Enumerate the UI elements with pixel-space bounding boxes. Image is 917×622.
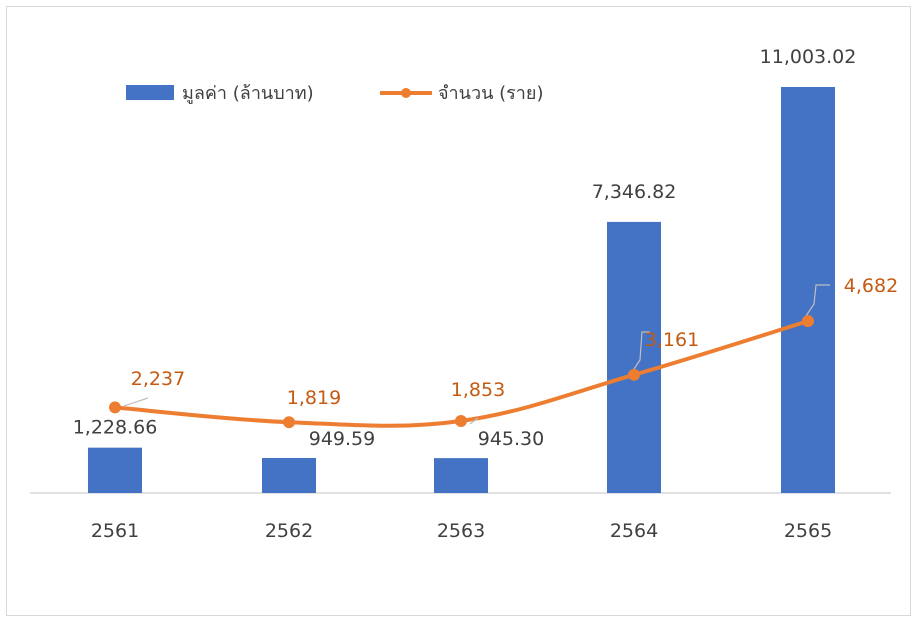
label-leader-line [123, 397, 149, 407]
chart-frame [6, 6, 911, 616]
legend: มูลค่า (ล้านบาท) จำนวน (ราย) [126, 83, 543, 104]
line-value-label-2565: 4,682 [844, 275, 898, 297]
bar-value-label-2561: 1,228.66 [73, 417, 158, 439]
legend-swatch-marker [401, 88, 411, 98]
line-marker-2564 [628, 368, 640, 381]
line-value-label-2563: 1,853 [451, 379, 505, 401]
legend-label-bar: มูลค่า (ล้านบาท) [182, 83, 314, 104]
label-leader-line [469, 417, 479, 425]
line-marker-2562 [283, 416, 295, 429]
label-leader-line [631, 331, 650, 373]
bar-2564 [607, 221, 661, 493]
x-tick-label-2562: 2562 [265, 520, 313, 542]
bar-value-label-2564: 7,346.82 [592, 181, 677, 203]
bar-2561 [88, 447, 142, 493]
bar-2565 [781, 87, 835, 493]
bar-value-label-2563: 945.30 [478, 428, 544, 450]
legend-swatch-bar [126, 85, 174, 100]
bar-value-label-2565: 11,003.02 [760, 46, 857, 68]
bar-2563 [434, 458, 488, 493]
label-leader-line [805, 284, 830, 317]
line-marker-2561 [109, 401, 121, 414]
x-tick-labels: 2561 2562 2563 2564 2565 [91, 520, 832, 542]
x-tick-label-2565: 2565 [784, 520, 832, 542]
x-tick-label-2563: 2563 [437, 520, 485, 542]
line-series: 2,237 1,819 1,853 3,161 4,682 [109, 275, 898, 429]
x-tick-label-2564: 2564 [610, 520, 658, 542]
bar-2562 [262, 457, 316, 493]
legend-label-line: จำนวน (ราย) [438, 83, 543, 104]
line-marker-2565 [802, 315, 814, 328]
bar-value-label-2562: 949.59 [309, 428, 375, 450]
x-tick-label-2561: 2561 [91, 520, 139, 542]
line-value-label-2562: 1,819 [287, 387, 341, 409]
line-value-label-2564: 3,161 [645, 329, 699, 351]
line-value-label-2561: 2,237 [131, 368, 185, 390]
line-path [113, 319, 810, 428]
line-marker-2563 [455, 414, 467, 427]
bar-series: 1,228.66 949.59 945.30 7,346.82 11,003.02 [73, 46, 857, 493]
